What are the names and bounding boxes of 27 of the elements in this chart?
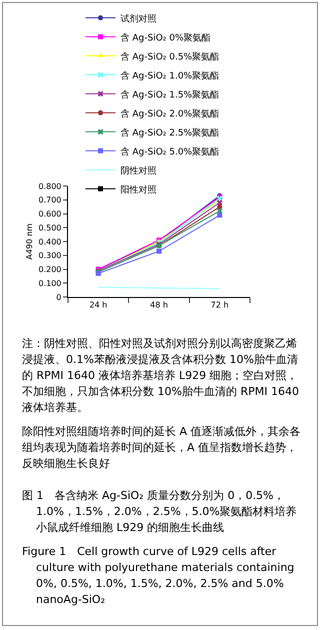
legend-label: 含 Ag-SiO₂ 0%聚氨酯 (120, 32, 211, 44)
y-tick-label: 0.200 (38, 265, 62, 274)
legend-label: 阳性对照 (120, 184, 156, 196)
legend-label: 含 Ag-SiO₂ 2.5%聚氨酯 (120, 127, 220, 138)
y-tick-label: 0.100 (38, 278, 62, 288)
text: 注：阴性对照、阳性对照及试剂对照分别以高密度聚乙烯浸提液、0.1%苯酚液浸提液及含体积分数 10%胎牛血清的 RPMI 1640 液体培养基培养 L929 细胞；空白对照，不加细胞，只加含体积分数 10%胎牛血清的 RPMI 1640 液体培养基。 (22, 336, 300, 416)
legend-label: 含 Ag-SiO₂ 5.0%聚氨酯 (120, 146, 220, 158)
legend-label: 含 Ag-SiO₂ 1.0%聚氨酯 (120, 70, 220, 82)
text: 除阳性对照组随培养时间的延长 A 值逐渐减低外，其余各组均表现为随着培养时间的延长，A 值呈指数增长趋势，反映细胞生长良好 (22, 424, 302, 472)
y-tick-label: 0 (56, 292, 62, 302)
caption: Figure 1 Cell growth curve of L929 cells after culture with polyurethane materials containing 0%, 0.5%, 1.0%, 1.5%, 2.0%, 2.5% and 5.0% nanoAg-SiO₂ (22, 544, 296, 608)
x-tick-label: 72 h (210, 300, 229, 310)
y-tick-label: 0.500 (38, 223, 62, 232)
y-tick-label: 0.400 (38, 237, 62, 246)
x-tick-label: 24 h (89, 300, 108, 310)
y-axis-title: A490 nm (25, 223, 34, 260)
legend-label: 含 Ag-SiO₂ 2.0%聚氨酯 (120, 108, 220, 120)
y-tick-label: 0.600 (38, 210, 62, 219)
legend-label: 阴性对照 (120, 165, 156, 176)
legend-label: 含 Ag-SiO₂ 0.5%聚氨酯 (120, 51, 220, 62)
x-tick-label: 48 h (150, 300, 168, 310)
y-tick-label: 0.700 (38, 196, 62, 205)
legend-label: 含 Ag-SiO₂ 1.5%聚氨酯 (120, 89, 220, 100)
legend-label: 试剂对照 (120, 13, 156, 24)
caption: 图 1 各含纳米 Ag-SiO₂ 质量分数分别为 0，0.5%，1.0%，1.5%，2.0%，2.5%，5.0%聚氨酯材料培养小鼠成纤维细胞 L929 的细胞生长曲线 (22, 488, 298, 536)
y-tick-label: 0.300 (38, 251, 62, 260)
y-tick-label: 0.800 (38, 182, 62, 191)
